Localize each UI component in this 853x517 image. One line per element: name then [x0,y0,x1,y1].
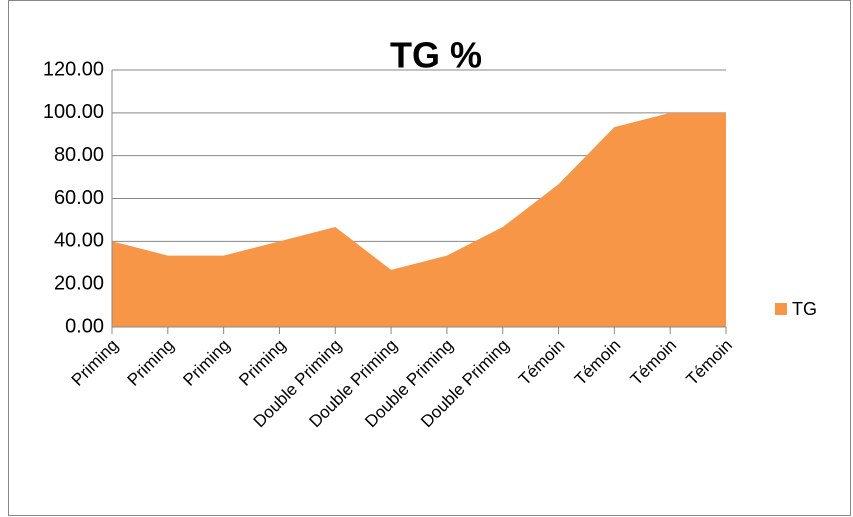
y-tick-label: 120.00 [43,58,104,80]
y-tick-label: 40.00 [54,230,104,252]
legend-swatch [775,303,787,315]
legend-label: TG [792,299,817,319]
y-tick-label: 0.00 [65,315,104,337]
y-tick-label: 80.00 [54,144,104,166]
y-tick-label: 20.00 [54,272,104,294]
area [112,112,726,327]
y-tick-label: 100.00 [43,101,104,123]
chart-title: TG % [390,35,482,76]
y-tick-label: 60.00 [54,187,104,209]
